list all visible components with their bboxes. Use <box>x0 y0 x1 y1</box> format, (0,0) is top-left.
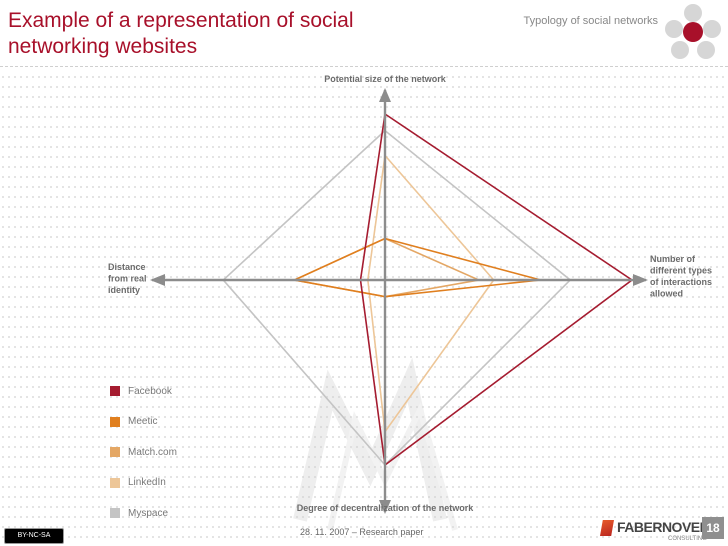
arrow-right-icon <box>633 274 648 286</box>
arrow-left-icon <box>150 274 165 286</box>
section-label: Typology of social networks <box>523 15 658 27</box>
axis-label-left: from real <box>108 274 147 284</box>
legend-item: LinkedIn <box>110 475 270 491</box>
legend-item: Myspace <box>110 505 270 521</box>
legend-swatch <box>110 508 120 518</box>
axis-label-right: Number of <box>650 254 696 264</box>
legend-swatch <box>110 447 120 457</box>
axis-label-left: Distance <box>108 262 146 272</box>
legend-label: Match.com <box>128 446 177 458</box>
legend-item: Facebook <box>110 383 270 399</box>
chart-legend: Facebook Meetic Match.com LinkedIn Myspace <box>110 383 270 536</box>
legend-label: LinkedIn <box>128 477 166 488</box>
decorative-circles <box>665 4 721 59</box>
arrow-up-icon <box>379 88 391 102</box>
series-linkedin <box>367 153 495 434</box>
series-meetic <box>291 237 541 298</box>
axis-label-right: of interactions <box>650 277 712 287</box>
legend-label: Myspace <box>128 507 169 519</box>
axis-label-right: different types <box>650 266 712 276</box>
legend-swatch <box>110 386 120 396</box>
logo-mark-icon <box>600 520 614 536</box>
axis-label-top: Potential size of the network <box>324 74 447 84</box>
axis-label-bottom: Degree of decentralization of the networ… <box>297 503 475 513</box>
footer-text: 28. 11. 2007 – Research paper <box>300 527 424 537</box>
axis-label-right: allowed <box>650 289 683 299</box>
legend-item: Meetic <box>110 414 270 430</box>
legend-item: Match.com <box>110 444 270 460</box>
legend-label: Facebook <box>128 385 172 397</box>
legend-swatch <box>110 416 120 427</box>
page-number: 18 <box>702 517 724 539</box>
company-logo: FABERNOVEL CONSULTING <box>600 516 708 544</box>
license-badge: BY-NC-SA <box>4 528 64 544</box>
arrow-down-icon <box>379 500 391 514</box>
logo-subtext: CONSULTING <box>668 536 707 542</box>
legend-swatch <box>110 477 120 488</box>
header-divider <box>0 66 728 67</box>
axis-label-left: identity <box>108 285 140 295</box>
logo-text: FABERNOVEL <box>617 519 708 535</box>
legend-label: Meetic <box>128 416 158 427</box>
slide-title: Example of a representation of social ne… <box>8 9 354 58</box>
